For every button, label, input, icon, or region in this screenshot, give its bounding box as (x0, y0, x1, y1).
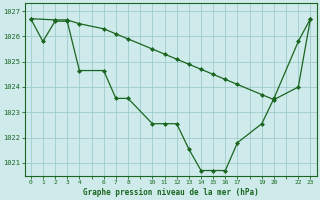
X-axis label: Graphe pression niveau de la mer (hPa): Graphe pression niveau de la mer (hPa) (83, 188, 259, 197)
